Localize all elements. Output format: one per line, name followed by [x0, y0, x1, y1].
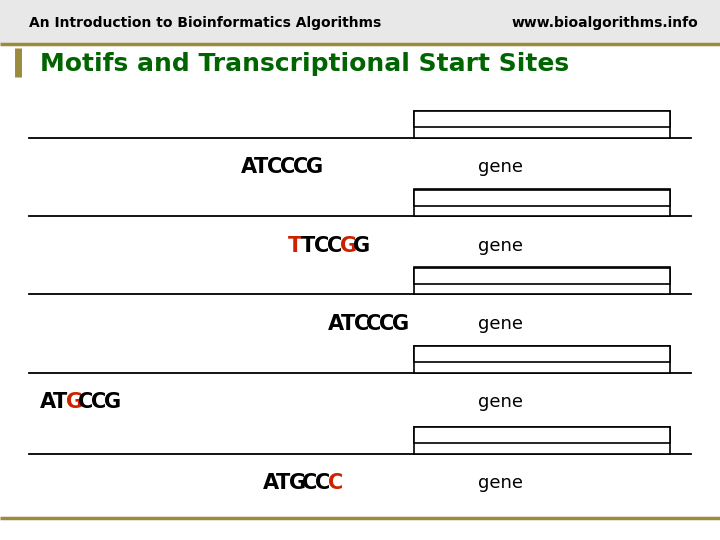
Text: T: T: [341, 314, 355, 334]
Text: gene: gene: [478, 237, 523, 255]
Text: A: A: [263, 473, 279, 494]
Text: T: T: [53, 392, 67, 413]
Text: C: C: [328, 473, 343, 494]
Text: C: C: [314, 235, 329, 256]
Bar: [414, 190, 670, 206]
Text: T: T: [254, 157, 269, 178]
Text: G: G: [289, 473, 306, 494]
Text: C: C: [379, 314, 395, 334]
Text: T: T: [288, 235, 302, 256]
Text: G: G: [306, 157, 323, 178]
Text: C: C: [302, 473, 317, 494]
Text: G: G: [392, 314, 410, 334]
Text: T: T: [276, 473, 290, 494]
Text: G: G: [353, 235, 370, 256]
Text: C: C: [354, 314, 369, 334]
Text: C: C: [327, 235, 342, 256]
Text: C: C: [78, 392, 94, 413]
Bar: [414, 189, 670, 216]
Text: C: C: [366, 314, 382, 334]
Text: G: G: [340, 235, 357, 256]
Text: C: C: [315, 473, 330, 494]
Text: A: A: [241, 157, 257, 178]
Text: An Introduction to Bioinformatics Algorithms: An Introduction to Bioinformatics Algori…: [29, 16, 381, 30]
Text: www.bioalgorithms.info: www.bioalgorithms.info: [512, 16, 698, 30]
Text: gene: gene: [478, 158, 523, 177]
Text: A: A: [328, 314, 343, 334]
Text: gene: gene: [478, 474, 523, 492]
Text: T: T: [301, 235, 315, 256]
Bar: [414, 268, 670, 284]
Text: C: C: [267, 157, 282, 178]
Bar: [414, 111, 670, 138]
Text: C: C: [293, 157, 308, 178]
Bar: [414, 346, 670, 362]
Text: G: G: [104, 392, 122, 413]
Bar: [414, 427, 670, 443]
Bar: [414, 346, 670, 373]
Text: Motifs and Transcriptional Start Sites: Motifs and Transcriptional Start Sites: [40, 52, 569, 76]
Text: C: C: [91, 392, 107, 413]
Text: C: C: [280, 157, 295, 178]
Bar: [0, 0, 720, 43]
Bar: [414, 427, 670, 454]
Text: G: G: [66, 392, 83, 413]
Text: A: A: [40, 392, 55, 413]
Bar: [414, 267, 670, 294]
Bar: [414, 111, 670, 127]
Text: gene: gene: [478, 315, 523, 333]
Text: gene: gene: [478, 393, 523, 411]
